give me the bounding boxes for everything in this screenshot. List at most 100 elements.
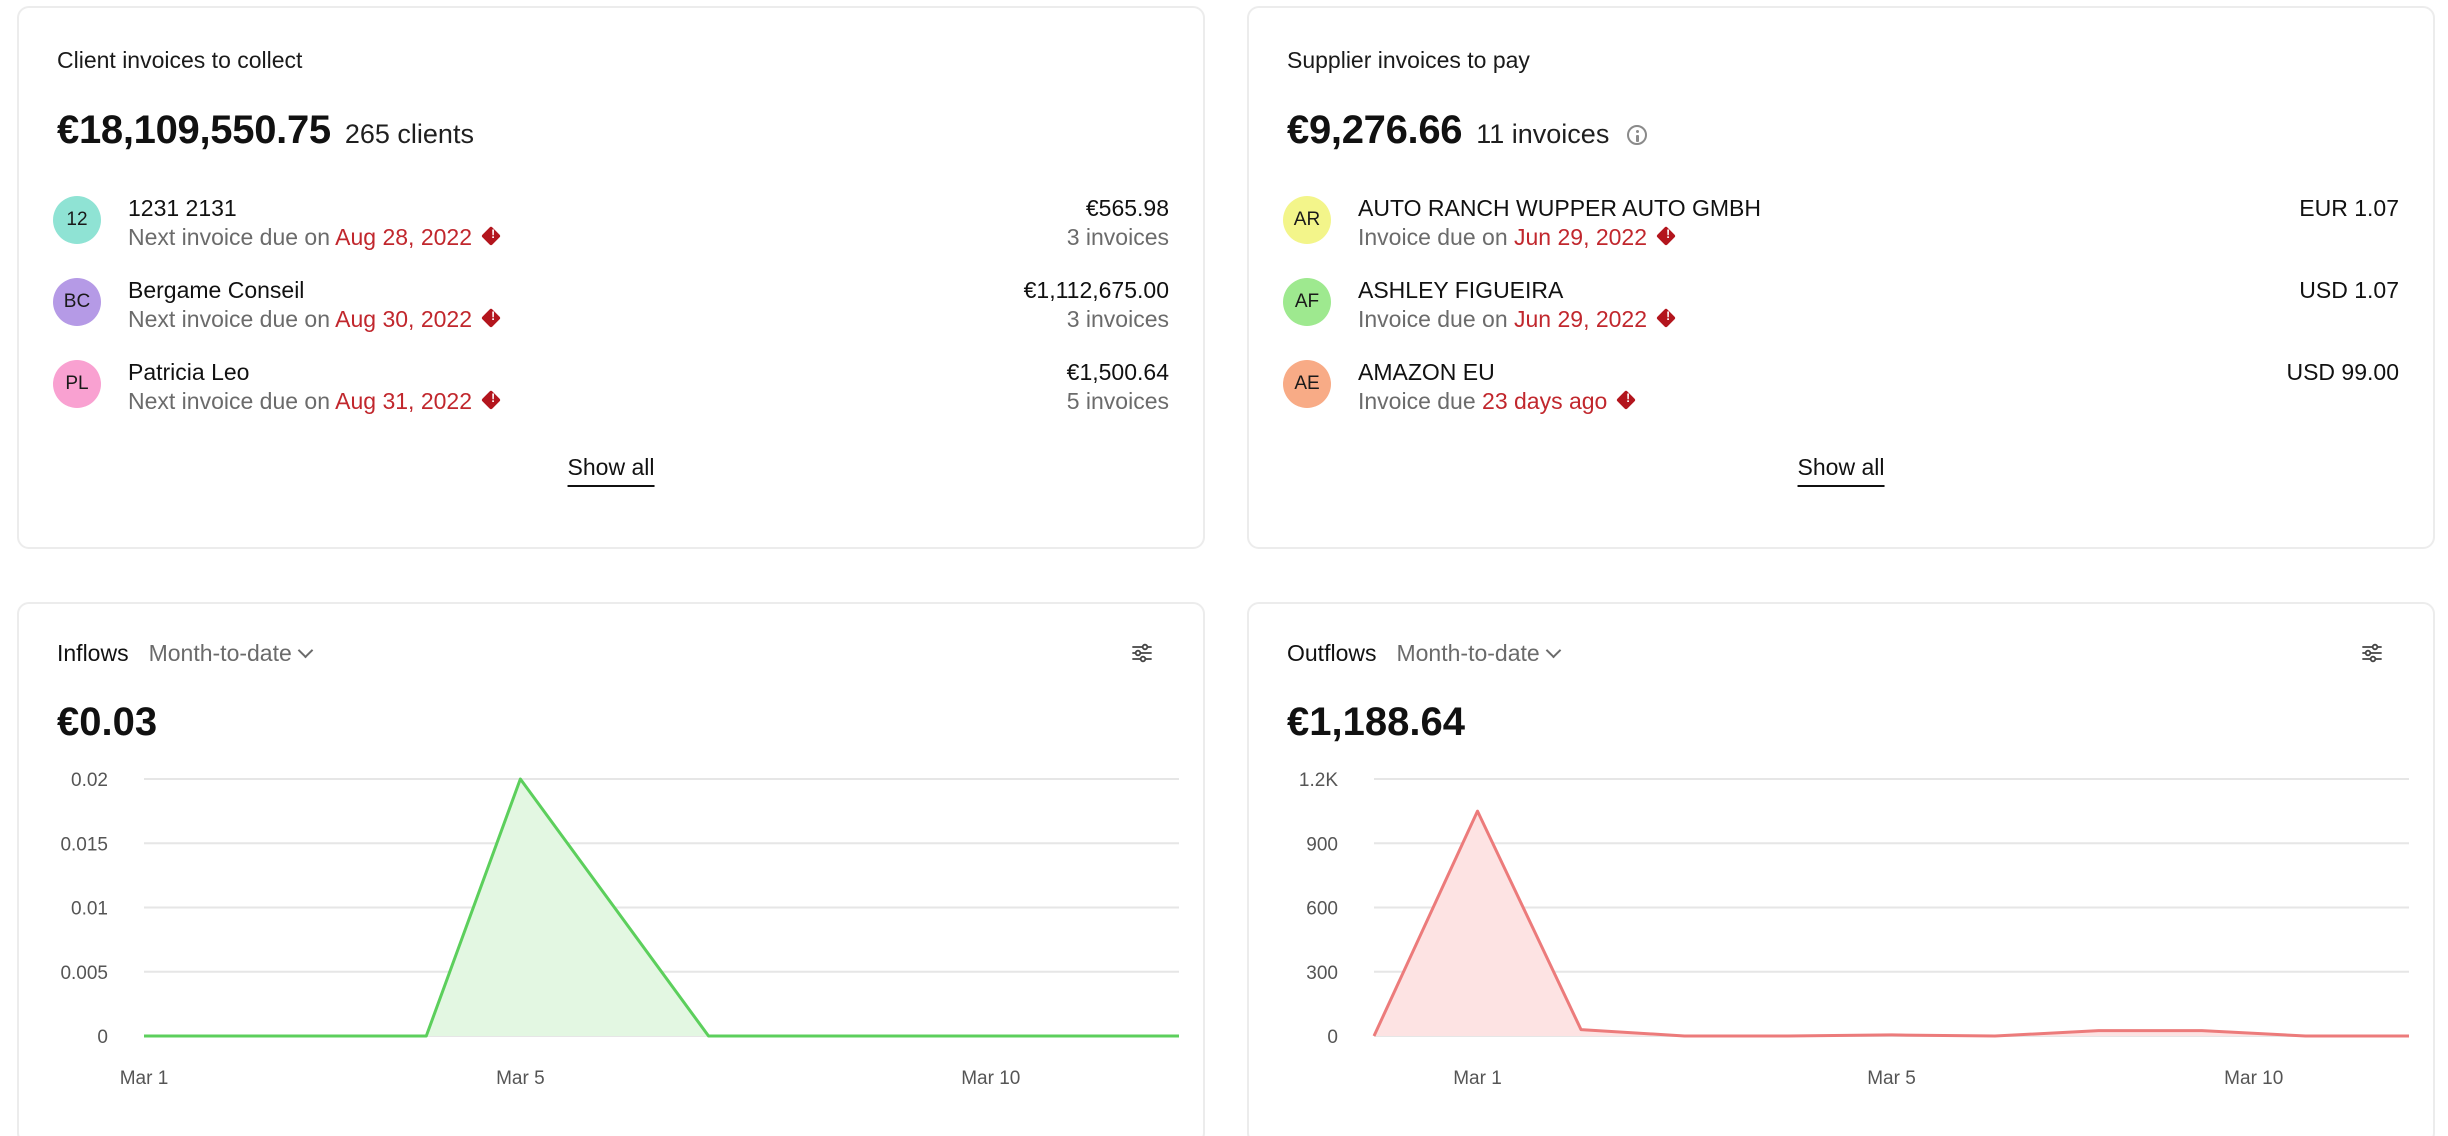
- client-row[interactable]: 12 1231 2131 Next invoice due on Aug 28,…: [53, 191, 1169, 273]
- x-tick-label: Mar 10: [961, 1068, 1020, 1089]
- supplier-row[interactable]: AF ASHLEY FIGUEIRA Invoice due on Jun 29…: [1283, 273, 2399, 355]
- inflows-header: Inflows Month-to-date: [57, 640, 314, 667]
- outflows-title: Outflows: [1287, 640, 1377, 666]
- inflows-title: Inflows: [57, 640, 129, 666]
- client-invoices-summary: €18,109,550.75 265 clients: [57, 108, 474, 153]
- client-invoices-card: Client invoices to collect €18,109,550.7…: [17, 6, 1205, 549]
- x-tick-label: Mar 5: [1867, 1068, 1916, 1089]
- due-prefix: Next invoice due on: [128, 224, 336, 250]
- series-line: [144, 777, 1179, 1038]
- supplier-invoice-count: 11 invoices: [1476, 119, 1610, 149]
- due-date: Jun 29, 2022: [1514, 306, 1648, 332]
- row-invoice-count: 5 invoices: [1066, 388, 1169, 414]
- y-tick-label: 0: [97, 1027, 108, 1048]
- supplier-name: AMAZON EU: [1358, 359, 1495, 385]
- client-name: Patricia Leo: [128, 359, 250, 385]
- avatar: PL: [53, 360, 101, 408]
- overdue-warning-icon: [481, 390, 501, 410]
- y-tick-label: 0.015: [60, 834, 108, 855]
- x-tick-label: Mar 1: [120, 1068, 169, 1089]
- show-all-suppliers-link[interactable]: Show all: [1797, 454, 1885, 487]
- client-invoices-list: 12 1231 2131 Next invoice due on Aug 28,…: [53, 191, 1169, 437]
- due-prefix: Invoice due on: [1358, 224, 1515, 250]
- inflows-period-dropdown[interactable]: Month-to-date: [148, 640, 314, 667]
- due-prefix: Next invoice due on: [128, 306, 336, 332]
- supplier-row[interactable]: AE AMAZON EU Invoice due 23 days ago USD…: [1283, 355, 2399, 437]
- row-amount: EUR 1.07: [2299, 195, 2399, 221]
- x-tick-label: Mar 1: [1453, 1068, 1502, 1089]
- due-prefix: Invoice due on: [1358, 306, 1515, 332]
- avatar: AR: [1283, 196, 1331, 244]
- inflows-total: €0.03: [57, 700, 158, 744]
- overdue-warning-icon: [481, 226, 501, 246]
- y-tick-label: 600: [1306, 899, 1338, 920]
- due-info: Invoice due on Jun 29, 2022: [1358, 224, 1676, 251]
- overdue-warning-icon: [481, 308, 501, 328]
- due-date: Aug 28, 2022: [335, 224, 472, 250]
- supplier-name: AUTO RANCH WUPPER AUTO GMBH: [1358, 195, 1761, 221]
- overdue-warning-icon: [1656, 226, 1676, 246]
- avatar: 12: [53, 196, 101, 244]
- supplier-row[interactable]: AR AUTO RANCH WUPPER AUTO GMBH Invoice d…: [1283, 191, 2399, 273]
- client-row[interactable]: PL Patricia Leo Next invoice due on Aug …: [53, 355, 1169, 437]
- due-info: Next invoice due on Aug 31, 2022: [128, 388, 501, 415]
- y-tick-label: 900: [1306, 834, 1338, 855]
- row-invoice-count: 3 invoices: [1066, 224, 1169, 250]
- outflows-chart: 0 300 600 900 1.2K Mar 1 Mar 5 Mar 10: [1299, 770, 2409, 1089]
- y-tick-label: 0.02: [71, 770, 108, 791]
- row-amount: USD 99.00: [2286, 359, 2399, 385]
- period-label: Month-to-date: [1396, 640, 1540, 666]
- overdue-warning-icon: [1656, 308, 1676, 328]
- client-row[interactable]: BC Bergame Conseil Next invoice due on A…: [53, 273, 1169, 355]
- outflows-header: Outflows Month-to-date: [1287, 640, 1561, 667]
- due-date: 23 days ago: [1482, 388, 1608, 414]
- y-tick-label: 1.2K: [1299, 770, 1338, 791]
- y-tick-label: 300: [1306, 963, 1338, 984]
- due-prefix: Invoice due: [1358, 388, 1483, 414]
- outflows-period-dropdown[interactable]: Month-to-date: [1396, 640, 1561, 667]
- supplier-invoices-summary: €9,276.66 11 invoices: [1287, 108, 1648, 153]
- client-invoices-title: Client invoices to collect: [57, 47, 303, 73]
- row-amount: €1,112,675.00: [1023, 277, 1169, 303]
- due-info: Next invoice due on Aug 28, 2022: [128, 224, 501, 251]
- row-invoice-count: 3 invoices: [1066, 306, 1169, 332]
- supplier-invoices-total: €9,276.66: [1287, 108, 1463, 152]
- supplier-invoices-list: AR AUTO RANCH WUPPER AUTO GMBH Invoice d…: [1283, 191, 2399, 437]
- supplier-invoices-title: Supplier invoices to pay: [1287, 47, 1530, 73]
- due-date: Aug 30, 2022: [335, 306, 472, 332]
- series-line: [1372, 809, 2409, 1038]
- due-info: Invoice due 23 days ago: [1358, 388, 1637, 415]
- period-label: Month-to-date: [148, 640, 292, 666]
- info-icon[interactable]: [1627, 125, 1648, 145]
- series-area: [1374, 811, 2409, 1036]
- overdue-warning-icon: [1616, 390, 1637, 410]
- filter-settings-icon[interactable]: [2361, 642, 2383, 664]
- series-area: [144, 779, 1179, 1036]
- row-amount: €565.98: [1085, 195, 1169, 221]
- outflows-card: Outflows Month-to-date €1,188.64 0 300 600…: [1247, 602, 2435, 1136]
- client-count: 265 clients: [344, 119, 474, 149]
- supplier-invoices-card: Supplier invoices to pay €9,276.66 11 in…: [1247, 6, 2435, 549]
- y-tick-label: 0.01: [71, 899, 108, 920]
- y-tick-label: 0: [1327, 1027, 1338, 1048]
- due-prefix: Next invoice due on: [128, 388, 336, 414]
- client-name: Bergame Conseil: [128, 277, 305, 303]
- inflows-card: Inflows Month-to-date €0.03 0 0.005 0.01 0.…: [17, 602, 1205, 1136]
- row-amount: USD 1.07: [2299, 277, 2399, 303]
- row-amount: €1,500.64: [1066, 359, 1169, 385]
- y-tick-label: 0.005: [60, 963, 108, 984]
- client-name: 1231 2131: [128, 195, 237, 221]
- due-date: Jun 29, 2022: [1514, 224, 1648, 250]
- x-tick-label: Mar 10: [2224, 1068, 2283, 1089]
- x-tick-label: Mar 5: [496, 1068, 545, 1089]
- avatar: AE: [1283, 360, 1331, 408]
- avatar: BC: [53, 278, 101, 326]
- supplier-name: ASHLEY FIGUEIRA: [1358, 277, 1564, 303]
- client-invoices-total: €18,109,550.75: [57, 108, 331, 152]
- show-all-clients-link[interactable]: Show all: [567, 454, 655, 487]
- due-info: Invoice due on Jun 29, 2022: [1358, 306, 1676, 333]
- filter-settings-icon[interactable]: [1131, 642, 1153, 664]
- due-date: Aug 31, 2022: [335, 388, 472, 414]
- avatar: AF: [1283, 278, 1331, 326]
- due-info: Next invoice due on Aug 30, 2022: [128, 306, 501, 333]
